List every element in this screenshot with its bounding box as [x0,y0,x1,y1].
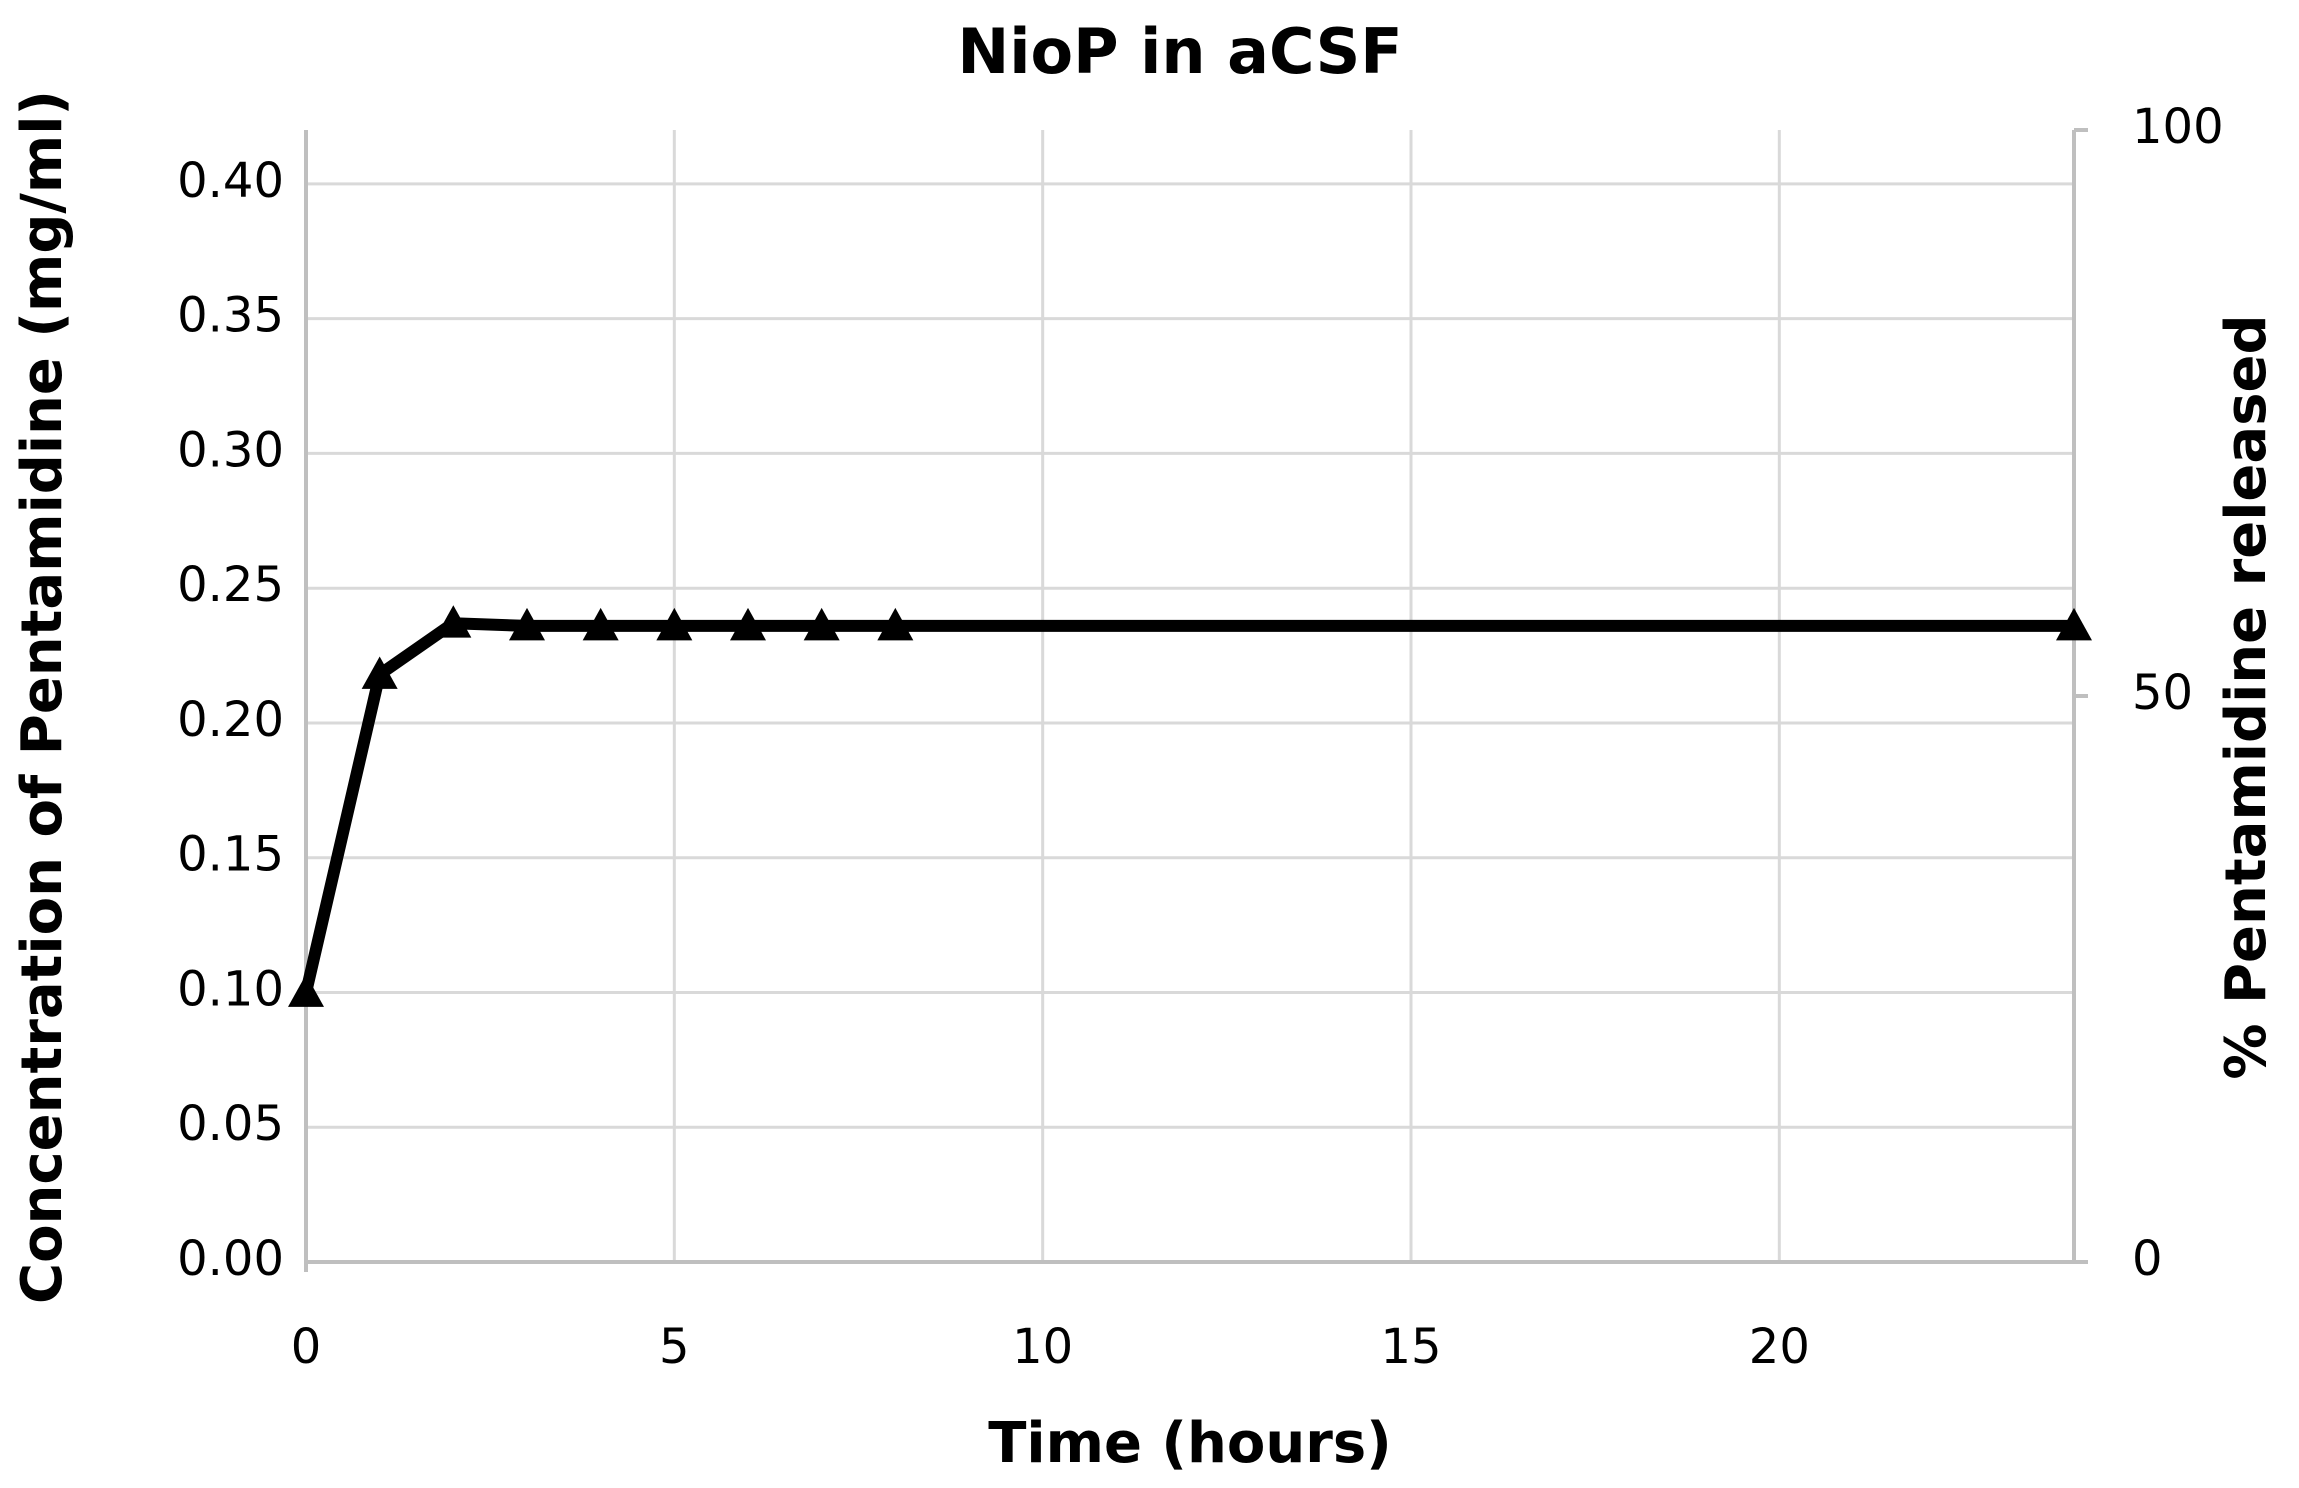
y-tick-label: 0.00 [177,1231,284,1287]
x-tick-label: 10 [1012,1319,1073,1375]
chart-title: NioP in aCSF [957,15,1402,88]
marker [2056,607,2092,641]
y2-tick-label: 50 [2132,665,2193,721]
y-tick-label: 0.10 [177,961,284,1017]
y-tick-label: 0.15 [177,827,284,883]
y-tick-label: 0.35 [177,288,284,344]
y-tick-label: 0.40 [177,153,284,209]
marker [656,607,693,641]
y-tick-label: 0.20 [177,692,284,748]
x-axis-title: Time (hours) [988,1411,1392,1476]
marker [509,607,545,641]
y-axis-title: Concentration of Pentamidine (mg/ml) [10,90,75,1304]
x-tick-label: 20 [1749,1319,1810,1375]
data-line [300,617,2074,994]
marker [582,607,619,641]
y-tick-label: 0.30 [177,422,284,478]
y2-axis-title: % Pentamidine released [2214,314,2279,1079]
x-tick-label: 5 [659,1319,690,1375]
marker [288,974,324,1007]
marker [730,607,766,641]
x-tick-label: 15 [1380,1319,1441,1375]
marker [877,607,914,641]
y2-tick-label: 100 [2132,99,2224,155]
y2-tick-label: 0 [2132,1231,2163,1287]
y-tick-label: 0.05 [177,1096,284,1152]
marker [803,607,840,641]
marker [361,656,398,689]
y-tick-label: 0.25 [177,557,284,613]
x-tick-label: 0 [291,1319,322,1375]
marker [435,605,472,638]
